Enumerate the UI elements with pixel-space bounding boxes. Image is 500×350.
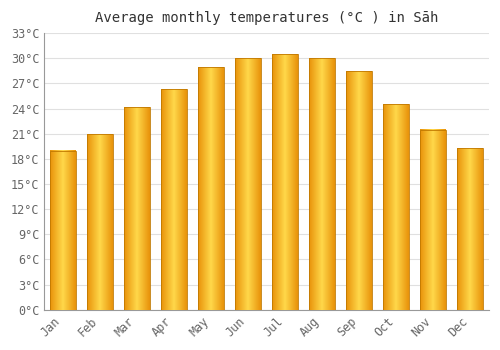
Bar	[161, 89, 187, 310]
Bar	[198, 67, 224, 310]
Bar	[384, 104, 409, 310]
Bar	[50, 150, 76, 310]
Bar	[458, 148, 483, 310]
Bar	[310, 58, 335, 310]
Bar	[420, 130, 446, 310]
Bar	[272, 54, 298, 310]
Bar	[87, 134, 113, 310]
Bar	[235, 58, 261, 310]
Title: Average monthly temperatures (°C ) in Sāh: Average monthly temperatures (°C ) in Sā…	[95, 11, 438, 25]
Bar	[346, 71, 372, 310]
Bar	[124, 107, 150, 310]
